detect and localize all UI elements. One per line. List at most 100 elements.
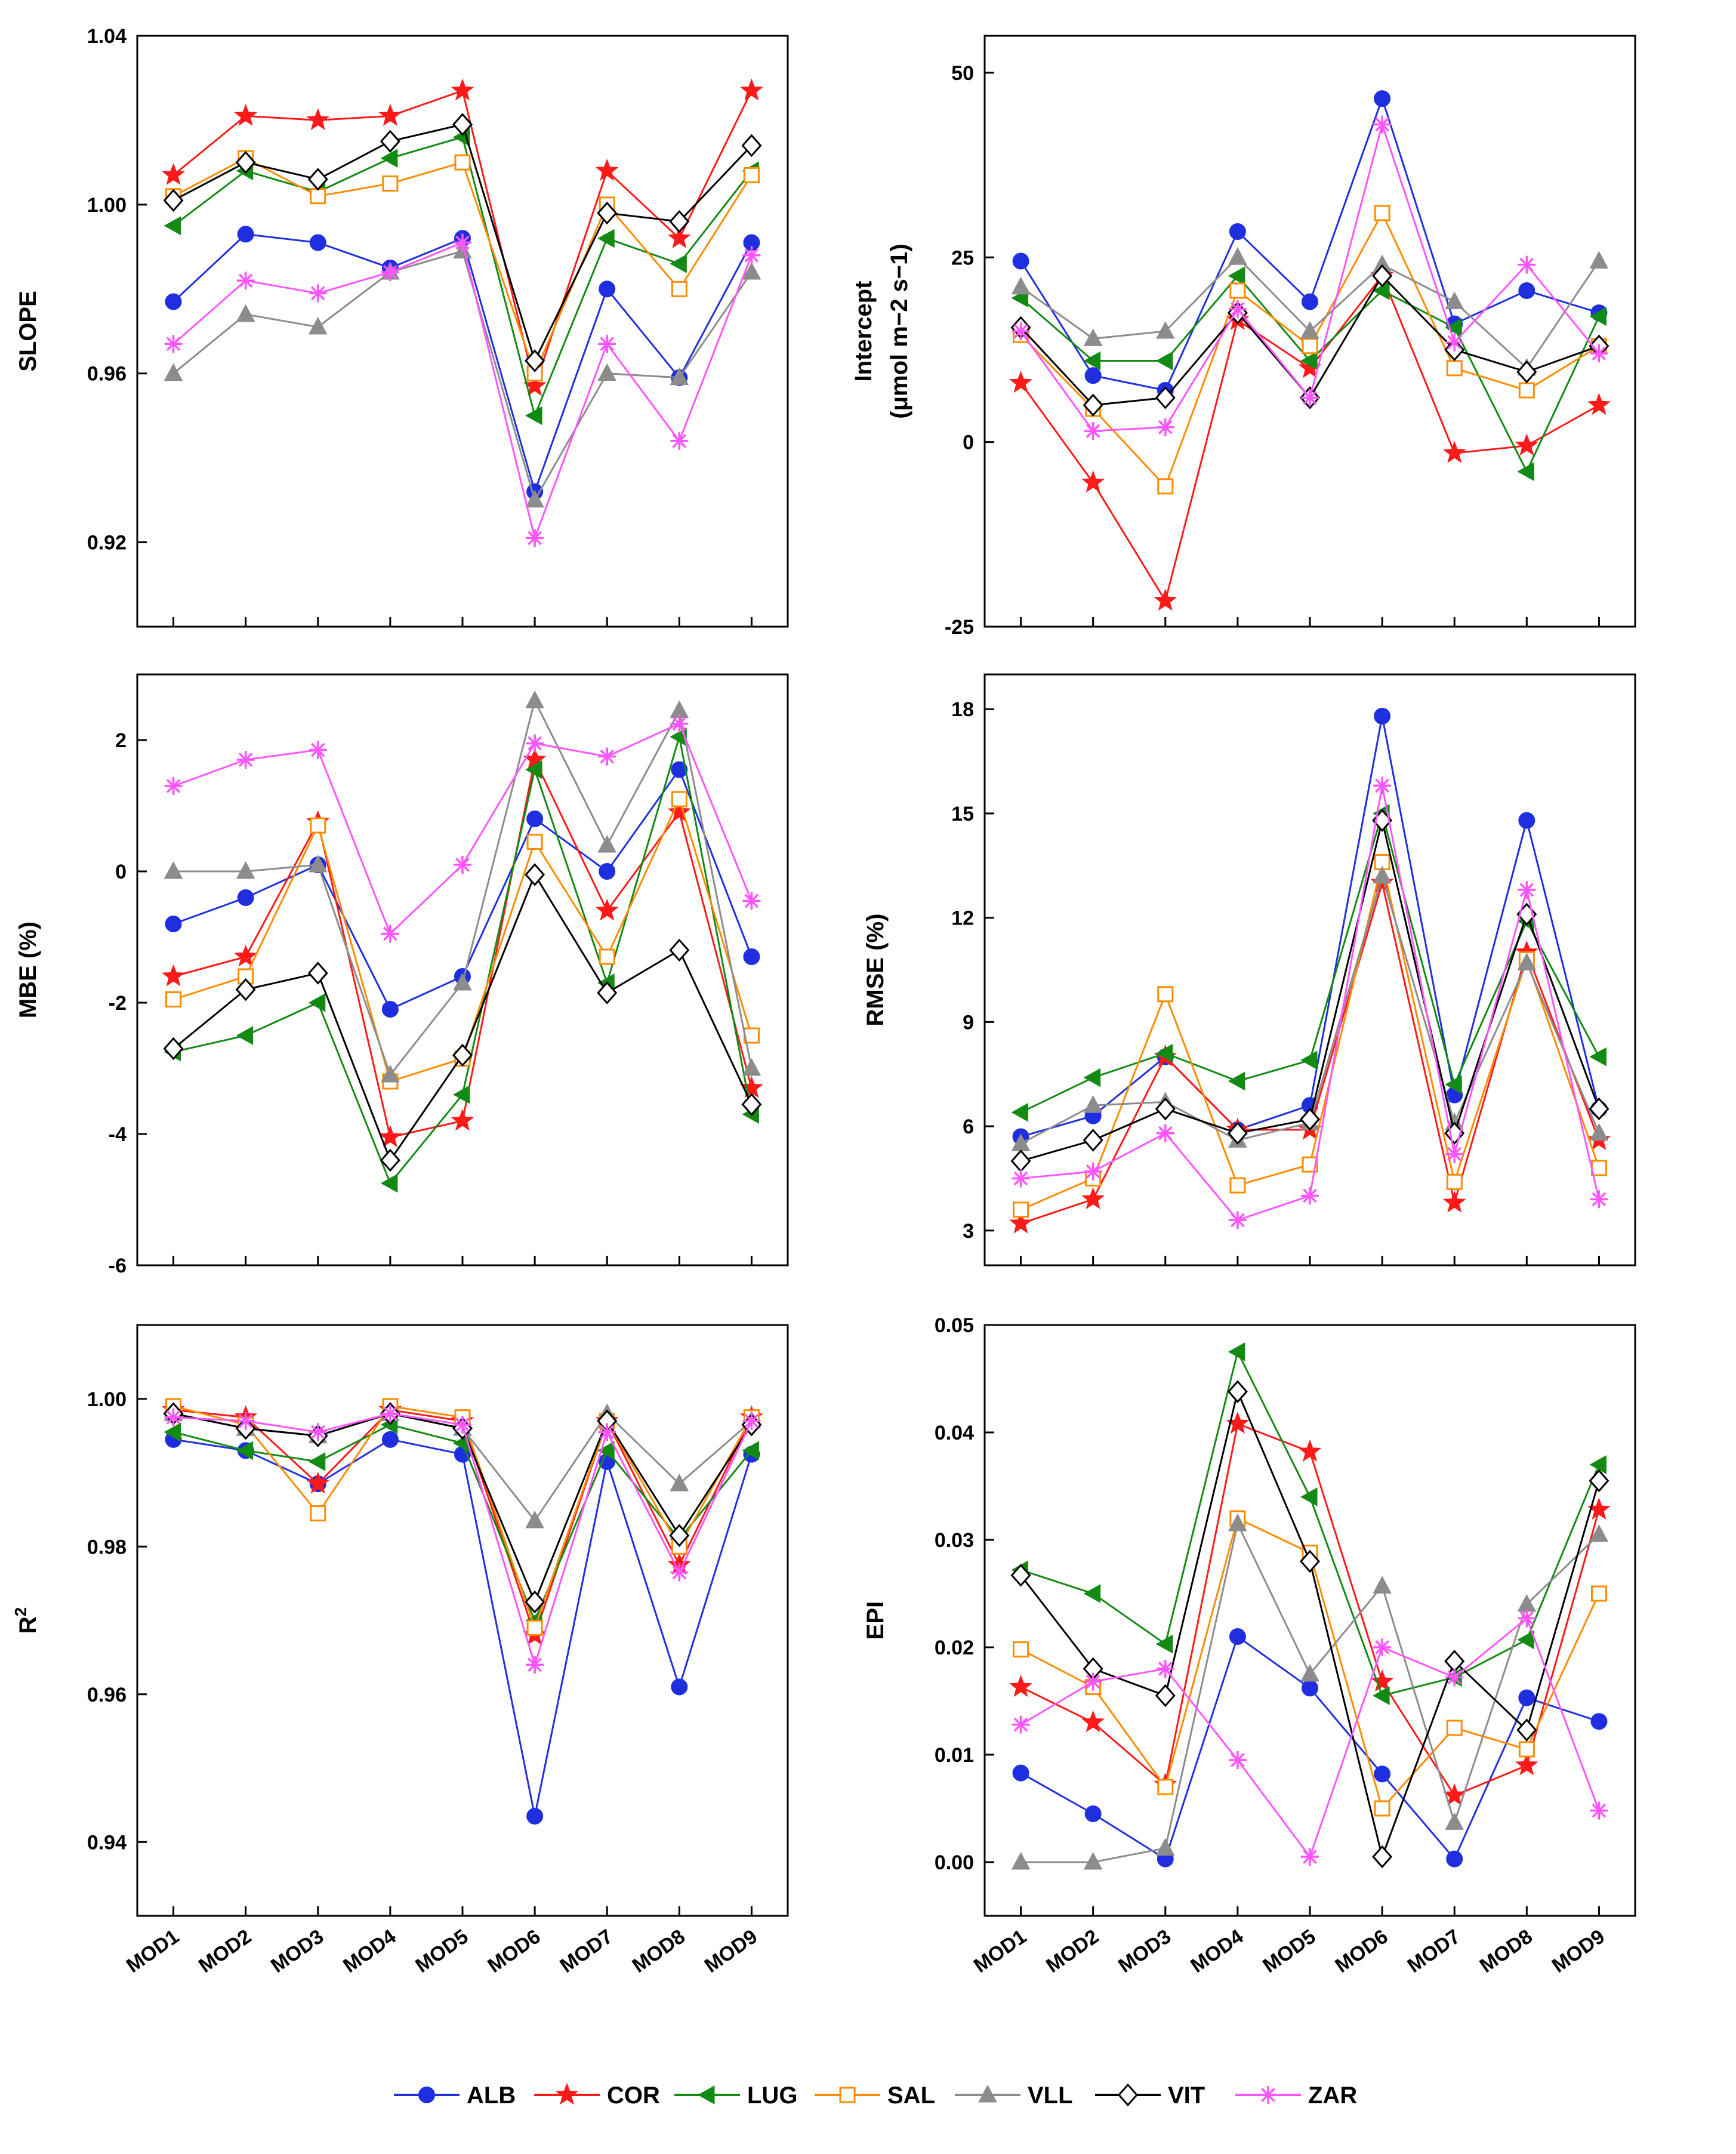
point-zar-mod2 [236, 1412, 255, 1430]
point-cor-mod2 [234, 103, 258, 126]
point-cor-mod7 [1442, 1190, 1466, 1213]
point-vll-mod2 [236, 304, 255, 322]
point-cor-mod1 [162, 162, 185, 185]
point-lug-mod8 [670, 254, 687, 273]
point-cor-mod2 [1081, 1710, 1105, 1733]
point-vit-mod2 [1083, 393, 1103, 417]
point-cor-mod5 [451, 78, 474, 101]
point-vll-mod2 [236, 861, 255, 879]
point-sal-mod9 [1590, 1160, 1607, 1176]
point-zar-mod1 [164, 1408, 183, 1426]
point-zar-mod2 [236, 751, 255, 769]
point-cor-mod1 [1009, 1675, 1032, 1697]
series-lug [164, 727, 759, 1193]
point-vll-mod9 [742, 261, 761, 280]
point-vit-mod3 [1155, 1684, 1176, 1708]
point-vll-mod1 [164, 363, 183, 381]
point-zar-mod6 [1373, 115, 1392, 134]
y-tick-label: 25 [951, 246, 974, 269]
point-alb-mod6 [1374, 90, 1391, 107]
point-zar-mod1 [164, 335, 183, 353]
point-cor-mod3 [306, 107, 330, 130]
point-sal-mod9 [1590, 1585, 1607, 1602]
point-lug-mod7 [597, 229, 615, 248]
legend-item-alb: ALB [394, 2082, 516, 2109]
point-sal-mod5 [1302, 338, 1318, 355]
point-lug-mod9 [1589, 307, 1607, 326]
point-zar-mod3 [309, 284, 327, 303]
series-vit [1010, 1380, 1609, 1869]
point-vit-mod6 [525, 1590, 545, 1614]
y-tick-label: -6 [109, 1255, 127, 1277]
point-vll-mod1 [164, 861, 183, 879]
point-lug-mod3 [308, 1452, 326, 1471]
point-alb-mod2 [1084, 367, 1102, 384]
series-zar [164, 233, 761, 547]
point-lug-mod9 [1589, 1047, 1607, 1067]
y-tick-label: 9 [963, 1011, 974, 1034]
point-vit-mod4 [380, 1148, 400, 1172]
point-vit-mod5 [452, 113, 473, 136]
legend-item-vll: VLL [955, 2082, 1073, 2109]
point-vit-mod6 [525, 863, 545, 886]
y-tick-label: 0.96 [87, 363, 127, 386]
y-tick-label: 0 [963, 432, 974, 454]
point-cor-mod7 [1442, 1783, 1466, 1805]
point-alb-mod4 [381, 1431, 399, 1448]
point-alb-mod2 [1084, 1805, 1102, 1822]
point-lug-mod3 [1155, 351, 1173, 371]
point-vit-mod6 [1372, 264, 1393, 288]
point-zar-mod3 [309, 741, 327, 759]
point-sal-mod7 [599, 948, 615, 965]
point-alb-mod4 [381, 1001, 399, 1018]
point-vll-mod6 [1373, 1576, 1392, 1594]
point-lug-mod4 [1228, 1342, 1245, 1361]
point-zar-mod6 [526, 734, 544, 753]
point-vit-mod5 [1299, 1108, 1321, 1131]
y-tick-label: 0.04 [935, 1422, 974, 1444]
point-vit-mod4 [1227, 1380, 1248, 1403]
point-vit-mod2 [235, 978, 256, 1001]
point-cor-mod7 [595, 158, 619, 181]
point-cor-mod4 [378, 103, 402, 126]
y-tick-label: 0.05 [935, 1314, 974, 1337]
y-tick-label: 1.04 [87, 25, 127, 48]
legend-item-sal: SAL [815, 2082, 935, 2109]
point-zar-mod7 [1445, 333, 1464, 352]
point-zar-mod7 [1445, 1668, 1464, 1687]
point-zar-mod2 [1084, 422, 1102, 440]
point-zar-mod1 [164, 777, 183, 795]
point-zar-mod9 [742, 1412, 761, 1430]
point-lug-mod2 [236, 1441, 254, 1460]
point-cor-mod9 [740, 1076, 763, 1098]
point-alb-mod5 [1302, 1680, 1318, 1697]
point-vll-mod9 [1589, 1524, 1609, 1542]
point-alb-mod1 [165, 916, 182, 932]
point-vll-mod4 [381, 1064, 400, 1083]
point-cor-mod3 [306, 1471, 330, 1494]
point-zar-mod6 [526, 1656, 544, 1674]
y-axis-label: MBE (%) [15, 922, 41, 1018]
legend-marker-cor [555, 2082, 579, 2105]
point-zar-mod7 [598, 747, 616, 766]
point-cor-mod4 [378, 1125, 402, 1148]
point-sal-mod4 [382, 175, 399, 192]
point-vit-mod2 [235, 150, 256, 174]
legend-label: VIT [1168, 2082, 1205, 2109]
point-sal-mod3 [310, 1505, 326, 1522]
series-cor [162, 78, 763, 396]
point-sal-mod1 [1013, 1641, 1029, 1658]
point-zar-mod5 [1301, 1187, 1319, 1205]
point-vit-mod5 [452, 1043, 473, 1067]
point-alb-mod7 [599, 863, 616, 880]
point-vll-mod4 [1228, 1513, 1247, 1531]
panel-mbe: -6 -4 -2 0 2 MBE (%) [15, 673, 789, 1277]
point-vit-mod9 [741, 134, 762, 158]
point-vll-mod8 [670, 367, 689, 386]
point-cor-mod7 [1442, 440, 1466, 463]
point-vll-mod3 [1155, 321, 1175, 339]
point-cor-mod2 [1081, 470, 1105, 493]
point-alb-mod1 [1012, 252, 1029, 270]
point-vll-mod5 [1300, 1663, 1319, 1682]
point-sal-mod3 [310, 817, 326, 834]
